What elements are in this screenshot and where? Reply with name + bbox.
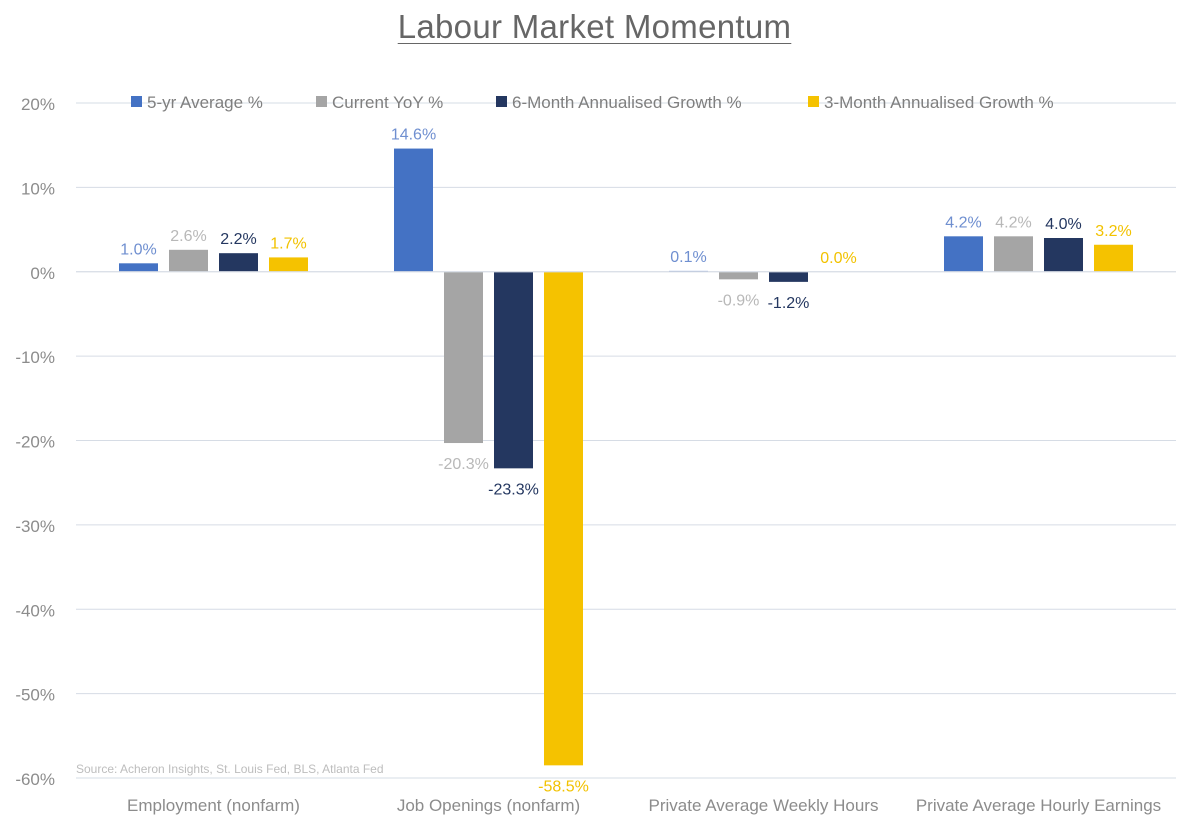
data-label: 1.0%	[120, 241, 156, 258]
y-tick-label: -50%	[15, 686, 55, 705]
data-label: 0.1%	[670, 249, 706, 266]
data-label: 4.0%	[1045, 216, 1081, 233]
bars	[119, 148, 1133, 766]
data-label: 1.7%	[270, 235, 306, 252]
data-label: -23.3%	[488, 481, 539, 498]
y-tick-label: 20%	[21, 95, 55, 114]
y-tick-label: 0%	[30, 264, 55, 283]
data-labels: 1.0% 14.6% 0.1% 4.2% 2.6% -20.3% -0.9% 4.2% 2.2%…	[120, 127, 1131, 796]
x-tick-label: Private Average Hourly Earnings	[916, 796, 1161, 815]
bar	[269, 257, 308, 272]
bar	[994, 236, 1033, 272]
data-label: 2.6%	[170, 228, 206, 245]
legend-swatch	[316, 96, 327, 107]
data-label: -20.3%	[438, 456, 489, 473]
axes: 20% 10% 0% -10% -20% -30% -40% -50% -60% Employme…	[15, 95, 1176, 815]
bar	[169, 249, 208, 272]
data-label: -0.9%	[718, 292, 760, 309]
legend: 5-yr Average % Current YoY % 6-Month Annua…	[131, 93, 1054, 112]
y-tick-label: -40%	[15, 601, 55, 620]
bar	[769, 271, 808, 282]
y-tick-label: -60%	[15, 770, 55, 789]
bar	[494, 271, 533, 469]
gridlines	[76, 102, 1176, 779]
bar	[444, 271, 483, 444]
y-tick-label: 10%	[21, 179, 55, 198]
y-tick-label: -30%	[15, 517, 55, 536]
legend-label: Current YoY %	[332, 93, 443, 112]
bar	[944, 236, 983, 272]
legend-label: 6-Month Annualised Growth %	[512, 93, 742, 112]
data-label: -58.5%	[538, 778, 589, 795]
source-note: Source: Acheron Insights, St. Louis Fed,…	[76, 762, 384, 776]
chart-title: Labour Market Momentum	[397, 8, 792, 45]
y-tick-label: -10%	[15, 348, 55, 367]
bar	[219, 253, 258, 272]
x-tick-label: Job Openings (nonfarm)	[397, 796, 580, 815]
data-label: 2.2%	[220, 231, 256, 248]
legend-swatch	[131, 96, 142, 107]
data-label: 4.2%	[945, 214, 981, 231]
data-label: 14.6%	[391, 127, 436, 144]
data-label: -1.2%	[768, 295, 810, 312]
bar	[394, 148, 433, 272]
bar	[119, 263, 158, 272]
legend-label: 5-yr Average %	[147, 93, 263, 112]
data-label: 4.2%	[995, 214, 1031, 231]
x-tick-label: Private Average Weekly Hours	[649, 796, 879, 815]
bar	[1094, 244, 1133, 272]
bar	[719, 271, 758, 280]
legend-swatch	[496, 96, 507, 107]
legend-label: 3-Month Annualised Growth %	[824, 93, 1054, 112]
y-tick-label: -20%	[15, 433, 55, 452]
data-label: 0.0%	[820, 250, 856, 267]
bar	[544, 271, 583, 766]
bar	[1044, 238, 1083, 272]
x-tick-label: Employment (nonfarm)	[127, 796, 300, 815]
data-label: 3.2%	[1095, 223, 1131, 240]
legend-swatch	[808, 96, 819, 107]
